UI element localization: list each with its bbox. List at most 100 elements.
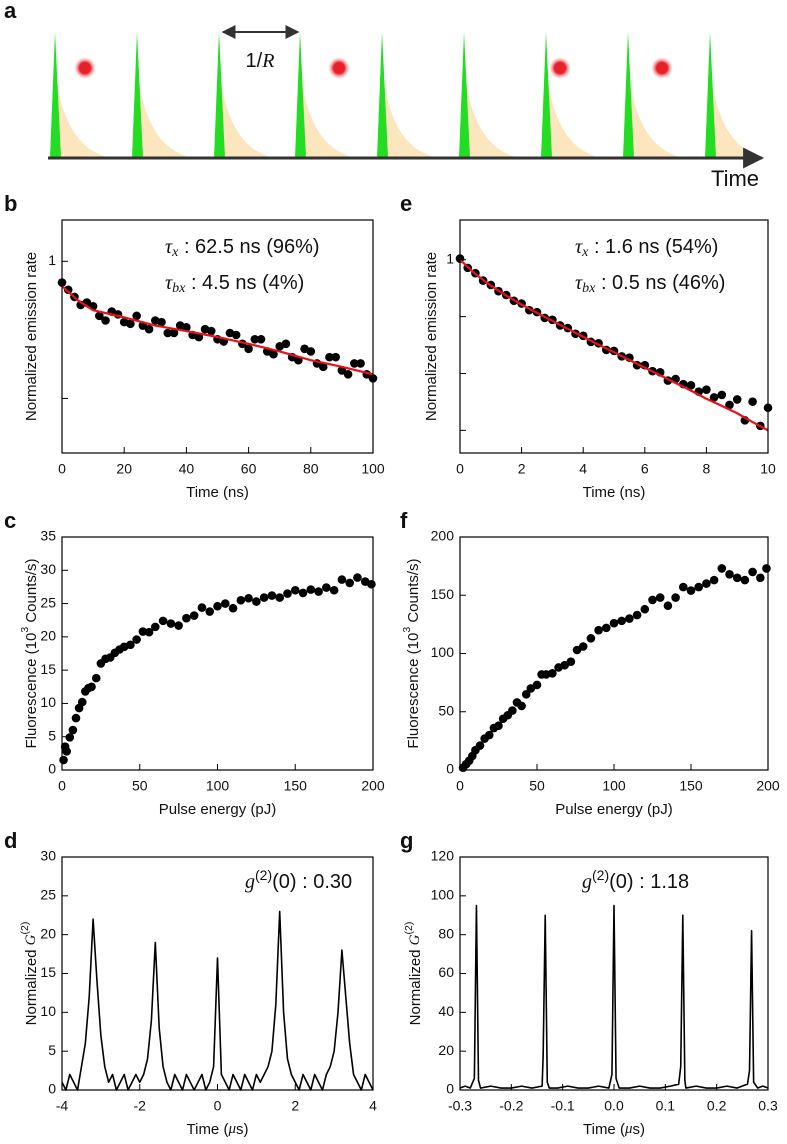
- data-point: [206, 326, 216, 336]
- annotation: τbx : 0.5 ns (46%): [575, 272, 725, 297]
- y-tick-label: 30: [40, 848, 56, 864]
- x-tick-label: 0: [456, 778, 464, 794]
- text-part: 1/: [246, 50, 263, 72]
- y-tick-label: 200: [431, 528, 455, 544]
- data-point: [671, 593, 680, 602]
- y-tick-label: 15: [40, 661, 56, 677]
- y-tick-label: 60: [438, 964, 454, 980]
- data-point: [157, 317, 166, 327]
- pulse: [295, 32, 306, 158]
- data-point: [740, 575, 750, 585]
- panel-label: f: [400, 508, 408, 533]
- x-tick-label: 0.0: [604, 1098, 624, 1114]
- x-tick-label: 100: [206, 778, 230, 794]
- data-point: [679, 582, 688, 592]
- period-label: 1/R: [246, 50, 275, 73]
- x-tick-label: 80: [303, 461, 319, 477]
- x-tick-label: 0: [58, 461, 66, 477]
- text-part: τ: [165, 236, 173, 258]
- data-point: [632, 610, 642, 620]
- y-tick-label: 150: [431, 586, 455, 602]
- panel-label: a: [4, 0, 17, 23]
- y-tick-label: 35: [40, 528, 56, 544]
- data-point: [725, 400, 734, 410]
- data-line: [459, 904, 769, 1089]
- data-point: [250, 334, 260, 344]
- text-part: τ: [575, 236, 583, 258]
- text-part: (0) : 0.30: [272, 871, 352, 893]
- y-tick-label: 1: [446, 250, 454, 266]
- data-point: [353, 573, 362, 582]
- x-tick-label: 4: [579, 461, 587, 477]
- text-part: Counts/s): [23, 558, 40, 626]
- y-axis-label: Normalized emission rate: [423, 252, 440, 421]
- y-axis-label: Fluorescence (103 Counts/s): [19, 558, 40, 748]
- y-tick-label: 10: [40, 694, 56, 710]
- text-part: G: [407, 934, 423, 945]
- text-part: Time (: [583, 1121, 625, 1138]
- y-tick-label: 25: [40, 887, 56, 903]
- data-point: [343, 369, 353, 379]
- data-point: [609, 618, 619, 628]
- data-point: [617, 616, 626, 626]
- pulse: [377, 32, 388, 158]
- text-part: Normalized: [407, 945, 424, 1025]
- data-point: [756, 573, 765, 583]
- x-axis-label: Time (ns): [186, 484, 249, 501]
- annotation: τx : 62.5 ns (96%): [165, 236, 320, 261]
- text-part: (2): [19, 922, 31, 935]
- data-point: [318, 362, 328, 372]
- pulse: [50, 32, 61, 158]
- x-axis-label: Pulse energy (pJ): [159, 801, 277, 818]
- text-part: (2): [592, 867, 609, 883]
- data-point: [694, 582, 703, 592]
- y-tick-label: 0: [48, 1081, 56, 1097]
- text-part: g: [582, 871, 592, 893]
- y-tick-label: 20: [40, 628, 56, 644]
- y-axis-label: Fluorescence (103 Counts/s): [401, 558, 422, 748]
- data-point: [275, 593, 285, 602]
- data-point: [126, 640, 135, 650]
- x-axis-label: Time (μs): [187, 1121, 249, 1138]
- data-point: [182, 323, 191, 332]
- data-point: [132, 635, 141, 644]
- x-axis-label: Pulse energy (pJ): [555, 801, 673, 818]
- x-tick-label: -0.2: [499, 1098, 523, 1114]
- data-line: [61, 910, 374, 1091]
- data-point: [269, 349, 278, 359]
- panel-label: d: [4, 828, 17, 853]
- decay: [546, 62, 602, 158]
- data-point: [494, 721, 503, 731]
- emission-glow: [651, 57, 673, 79]
- data-point: [91, 673, 101, 683]
- data-point: [283, 589, 292, 598]
- panel-label: b: [4, 191, 17, 216]
- annotation: τx : 1.6 ns (54%): [575, 236, 718, 261]
- annotation: g(2)(0) : 1.18: [582, 867, 689, 894]
- y-tick-label: 100: [431, 887, 455, 903]
- x-tick-label: 0: [58, 778, 66, 794]
- data-point: [267, 591, 277, 600]
- data-point: [508, 706, 517, 715]
- data-point: [228, 603, 238, 613]
- text-part: (0) : 1.18: [609, 871, 689, 893]
- x-tick-label: 0: [214, 1098, 222, 1114]
- data-point: [648, 595, 657, 605]
- data-point: [762, 564, 771, 573]
- y-tick-label: 100: [431, 644, 455, 660]
- y-tick-label: 5: [48, 727, 56, 743]
- decay: [137, 62, 193, 158]
- text-part: 3: [401, 627, 413, 633]
- data-point: [329, 585, 339, 595]
- decay: [300, 62, 356, 158]
- y-axis-label: Normalized emission rate: [23, 252, 40, 421]
- y-tick-label: 30: [40, 561, 56, 577]
- x-tick-label: 2: [518, 461, 526, 477]
- data-point: [748, 397, 757, 406]
- data-point: [517, 701, 526, 711]
- y-tick-label: 0: [446, 761, 454, 777]
- text-part: (2): [255, 867, 272, 883]
- data-point: [532, 680, 542, 690]
